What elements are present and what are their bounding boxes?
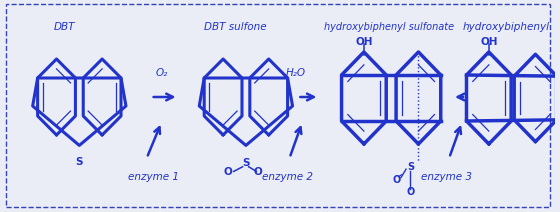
Text: O: O	[393, 175, 401, 185]
Text: enzyme 3: enzyme 3	[421, 172, 472, 182]
Text: hydroxybiphenyl sulfonate: hydroxybiphenyl sulfonate	[324, 22, 454, 32]
Text: DBT sulfone: DBT sulfone	[204, 22, 267, 32]
Text: OH: OH	[480, 37, 498, 47]
Text: S: S	[76, 157, 83, 167]
Text: O: O	[407, 187, 414, 197]
Text: H₂O: H₂O	[286, 68, 305, 78]
Text: enzyme 1: enzyme 1	[128, 172, 179, 182]
Text: S: S	[242, 158, 250, 167]
Text: O: O	[224, 167, 232, 177]
Text: OH: OH	[355, 37, 372, 47]
Text: S: S	[407, 162, 414, 172]
Text: enzyme 2: enzyme 2	[262, 172, 313, 182]
Text: O: O	[254, 167, 263, 177]
Text: hydroxybiphenyl: hydroxybiphenyl	[462, 22, 549, 32]
Text: O₂: O₂	[156, 68, 168, 78]
Text: DBT: DBT	[54, 22, 75, 32]
